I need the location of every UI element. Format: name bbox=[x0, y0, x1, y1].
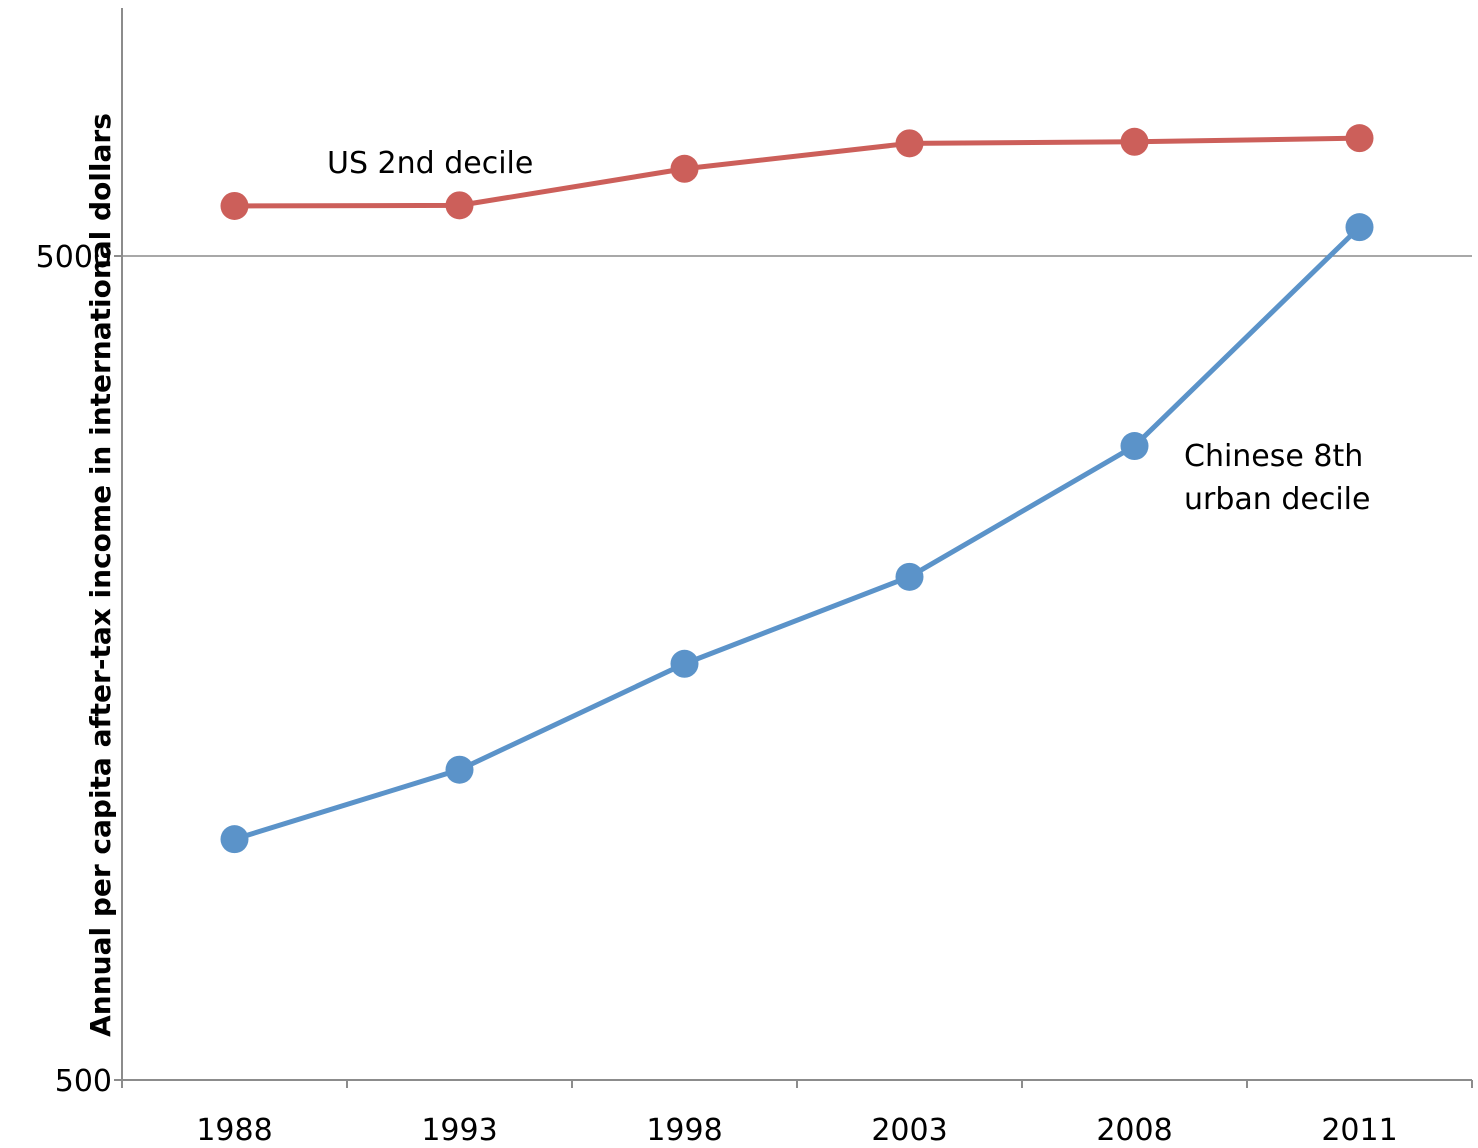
data-point-1998 bbox=[670, 649, 699, 678]
data-point-2008 bbox=[1120, 127, 1149, 156]
data-point-1993 bbox=[445, 755, 474, 784]
x-tick-label-2003: 2003 bbox=[871, 1113, 947, 1148]
data-point-1988 bbox=[220, 825, 249, 854]
x-tick-label-1998: 1998 bbox=[646, 1113, 722, 1148]
x-tick-label-2011: 2011 bbox=[1321, 1113, 1397, 1148]
series-line bbox=[233, 225, 1362, 842]
data-point-2003 bbox=[895, 562, 924, 591]
data-point-2011 bbox=[1345, 124, 1374, 153]
series-chinese-8th-urban-decile bbox=[220, 213, 1374, 854]
x-tick-label-2008: 2008 bbox=[1096, 1113, 1172, 1148]
data-point-1998 bbox=[670, 154, 699, 183]
data-point-2003 bbox=[895, 129, 924, 158]
series-label-us-2nd-decile: US 2nd decile bbox=[327, 146, 533, 181]
data-point-2011 bbox=[1345, 213, 1374, 242]
y-tick-labels: 500 5000 bbox=[36, 240, 122, 1099]
data-point-1993 bbox=[445, 191, 474, 220]
series-label-chinese-line-1: Chinese 8th bbox=[1184, 439, 1363, 474]
series-line bbox=[234, 135, 1360, 209]
data-point-1988 bbox=[220, 191, 249, 220]
x-tick-label-1993: 1993 bbox=[421, 1113, 497, 1148]
y-tick-label-500: 500 bbox=[55, 1064, 112, 1099]
series-us-2nd-decile bbox=[220, 124, 1374, 220]
series bbox=[220, 124, 1374, 854]
series-labels: US 2nd decile Chinese 8th urban decile bbox=[327, 146, 1370, 517]
y-tick-label-5000: 5000 bbox=[36, 240, 112, 275]
axes bbox=[121, 8, 1472, 1081]
y-axis-title: Annual per capita after-tax income in in… bbox=[84, 113, 117, 1037]
x-tick-labels: 1988 1993 1998 2003 2008 2011 bbox=[121, 1080, 1473, 1148]
data-point-2008 bbox=[1120, 432, 1149, 461]
series-label-chinese-line-2: urban decile bbox=[1184, 482, 1370, 517]
x-tick-label-1988: 1988 bbox=[196, 1113, 272, 1148]
